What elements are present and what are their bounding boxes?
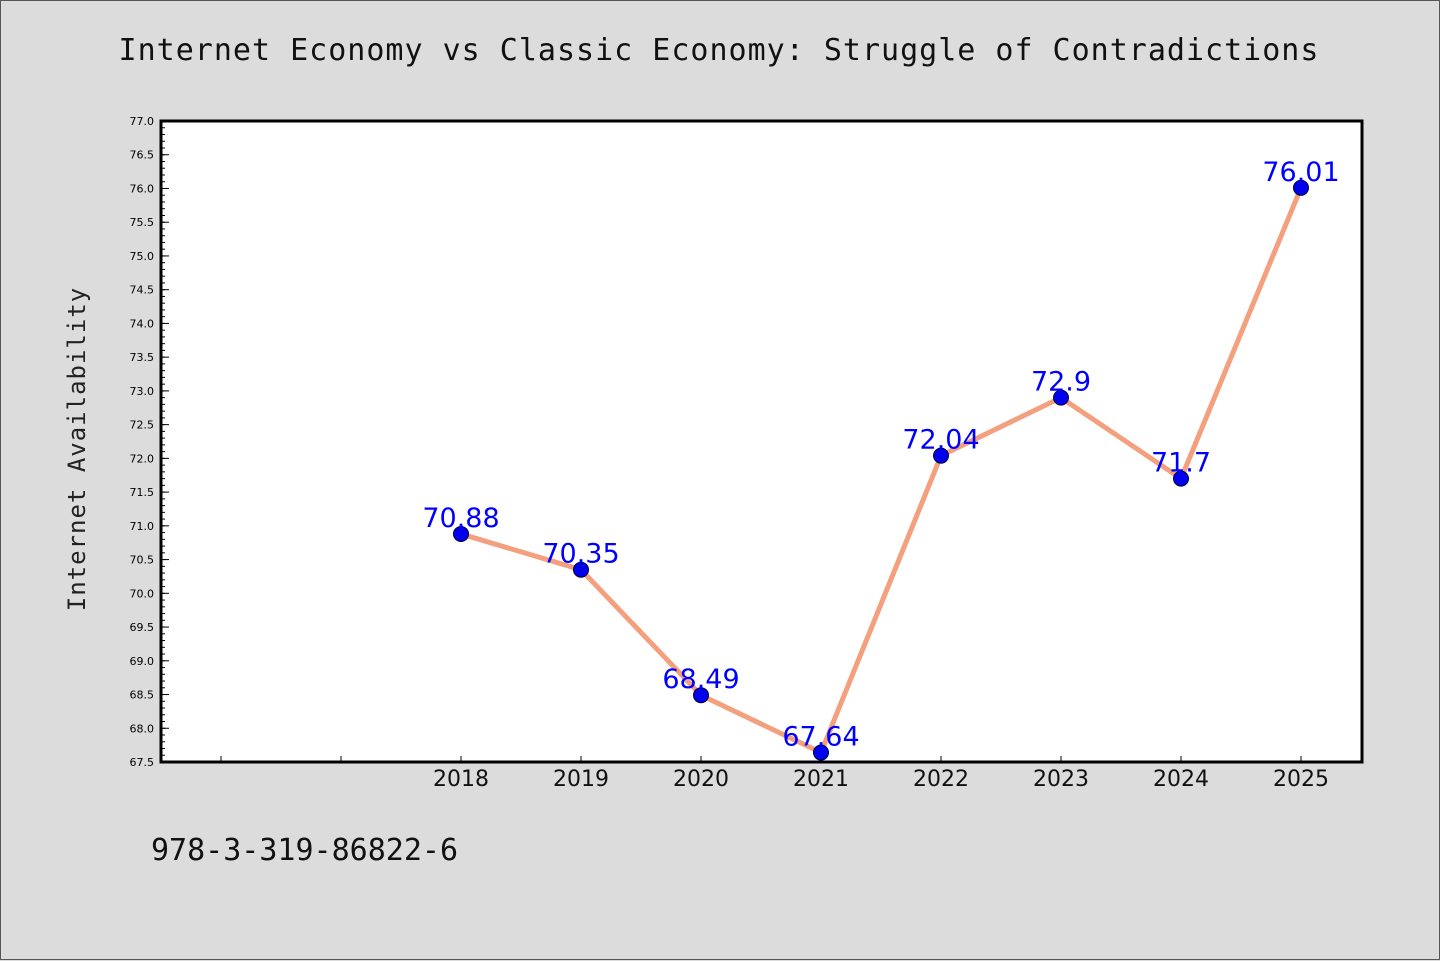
y-tick-label: 68.0 <box>130 722 155 735</box>
y-tick-label: 71.5 <box>130 486 155 499</box>
y-tick-label: 74.5 <box>130 284 155 297</box>
data-label: 68.49 <box>662 664 739 695</box>
data-point <box>813 744 829 761</box>
data-point <box>933 447 949 464</box>
x-tick-label: 2025 <box>1273 767 1329 792</box>
y-tick-label: 73.5 <box>130 351 155 364</box>
y-tick-label: 72.5 <box>130 419 155 432</box>
y-tick-label: 72.0 <box>130 452 155 465</box>
y-tick-label: 75.0 <box>130 250 155 263</box>
y-tick-label: 73.0 <box>130 385 155 398</box>
data-label: 72.04 <box>902 425 979 456</box>
y-tick-label: 74.0 <box>130 317 155 330</box>
y-tick-label: 71.0 <box>130 520 155 533</box>
x-tick-label: 2020 <box>673 767 729 792</box>
data-point <box>1053 389 1069 406</box>
y-tick-label: 77.0 <box>130 115 155 128</box>
y-tick-label: 70.5 <box>130 554 155 567</box>
data-point <box>1293 179 1309 196</box>
plot-area <box>161 121 1362 762</box>
y-tick-label: 67.5 <box>130 756 155 769</box>
y-tick-label: 75.5 <box>130 216 155 229</box>
data-point <box>573 561 589 578</box>
x-tick-label: 2022 <box>913 767 969 792</box>
footnote: 978-3-319-86822-6 <box>151 833 459 868</box>
plot-border <box>159 119 1364 764</box>
data-point <box>453 525 469 542</box>
data-label: 76.01 <box>1262 157 1339 188</box>
x-tick-label: 2023 <box>1033 767 1089 792</box>
data-label: 71.7 <box>1151 448 1211 479</box>
data-point <box>693 687 709 704</box>
data-label: 70.35 <box>542 539 619 570</box>
y-tick-label: 76.5 <box>130 149 155 162</box>
data-label: 67.64 <box>782 722 859 753</box>
x-tick-label: 2021 <box>793 767 849 792</box>
series-line <box>458 185 1304 756</box>
data-label: 72.9 <box>1031 367 1091 398</box>
y-tick-label: 69.5 <box>130 621 155 634</box>
x-tick-label: 2018 <box>433 767 489 792</box>
y-tick-label: 69.0 <box>130 655 155 668</box>
x-tick-label: 2019 <box>553 767 609 792</box>
y-tick-label: 76.0 <box>130 182 155 195</box>
x-tick-label: 2024 <box>1153 767 1209 792</box>
y-tick-label: 68.5 <box>130 689 155 702</box>
y-tick-label: 70.0 <box>130 587 155 600</box>
data-label: 70.88 <box>422 503 499 534</box>
chart-title: Internet Economy vs Classic Economy: Str… <box>118 33 1320 68</box>
data-point <box>1173 470 1189 487</box>
